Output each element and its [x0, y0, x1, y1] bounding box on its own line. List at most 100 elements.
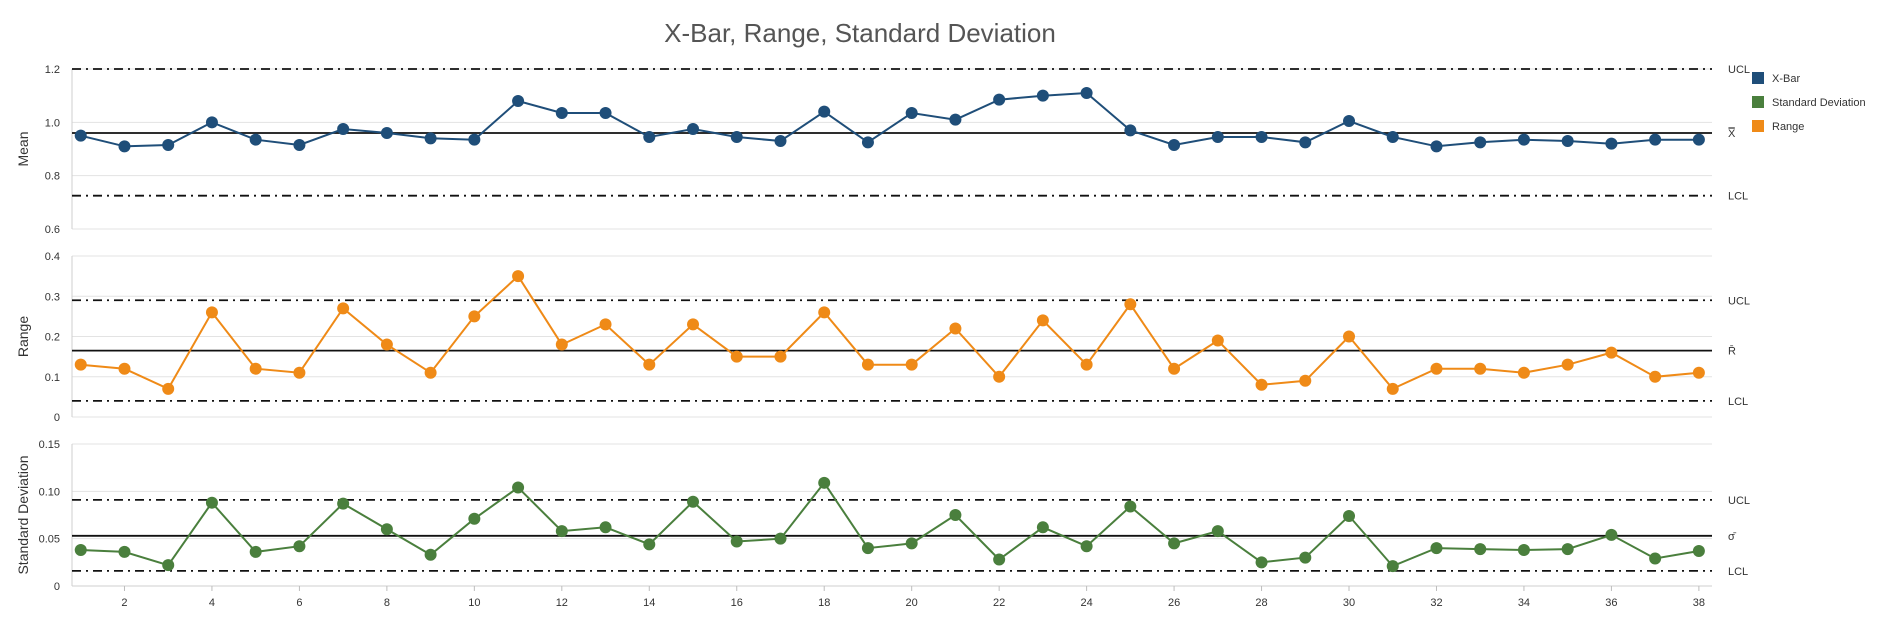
x-tick-label: 38 [1693, 597, 1705, 609]
mean-data-point [1080, 87, 1093, 99]
standard-deviation-data-point [1036, 521, 1049, 534]
mean-data-point [1692, 133, 1705, 146]
range-y-tick-label: 0.1 [45, 372, 60, 384]
mean-data-point [1517, 133, 1530, 146]
legend-swatch-xbar [1752, 72, 1764, 84]
standard-deviation-data-point [1692, 544, 1705, 557]
standard-deviation-data-point [555, 525, 568, 538]
mean-data-point [380, 127, 393, 139]
range-series-line [80, 274, 1699, 391]
legend-label-range: Range [1772, 121, 1804, 133]
chart-title: X-Bar, Range, Standard Deviation [664, 18, 1056, 48]
mean-data-point [337, 123, 350, 135]
x-tick-label: 22 [993, 597, 1005, 609]
standard-deviation-data-point [1605, 528, 1618, 541]
x-tick-label: 16 [731, 597, 743, 609]
mean-data-point [205, 116, 218, 129]
range-data-point [293, 366, 306, 379]
range-data-point [1517, 366, 1530, 379]
standard-deviation-data-point [1080, 540, 1093, 553]
standard-deviation-data-point [293, 540, 306, 553]
standard-deviation-data-point [74, 544, 87, 557]
standard-deviation-data-point [818, 476, 831, 489]
standard-deviation-data-point [1211, 525, 1224, 538]
mean-data-point [687, 123, 700, 135]
range-data-point [949, 322, 962, 335]
standard-deviation-data-point [949, 509, 962, 521]
standard-deviation-data-point [687, 495, 700, 508]
standard-deviation-data-point [643, 538, 656, 551]
mean-y-tick-label: 0.8 [45, 171, 60, 183]
standard-deviation-y-tick-label: 0.10 [39, 486, 60, 498]
mean-data-point [424, 132, 437, 145]
range-data-point [1211, 334, 1224, 347]
range-data-point [512, 270, 525, 283]
standard-deviation-data-point [599, 521, 612, 534]
mean-data-point [162, 139, 175, 151]
mean-y-tick-label: 1.2 [45, 64, 60, 76]
range-data-point [162, 382, 175, 395]
x-tick-label: 32 [1430, 597, 1442, 609]
mean-data-point [1168, 139, 1181, 151]
legend-swatch-standard-deviation [1752, 96, 1764, 108]
range-data-point [1561, 358, 1574, 371]
standard-deviation-data-point [162, 559, 175, 572]
mean-data-point [1386, 131, 1399, 143]
standard-deviation-data-point [1386, 560, 1399, 573]
mean-data-point [949, 113, 962, 126]
legend-label-standard-deviation: Standard Deviation [1772, 97, 1866, 109]
x-tick-label: 10 [468, 597, 480, 609]
range-data-point [249, 362, 262, 375]
mean-data-point [1430, 140, 1443, 153]
standard-deviation-y-tick-label: 0 [54, 581, 60, 593]
standard-deviation-y-tick-label: 0.15 [39, 439, 60, 451]
standard-deviation-data-point [468, 512, 481, 525]
range-data-point [74, 358, 87, 371]
mean-data-point [861, 136, 874, 149]
x-tick-label: 28 [1255, 597, 1267, 609]
x-tick-label: 20 [906, 597, 918, 609]
range-y-tick-label: 0 [54, 412, 60, 424]
range-data-point [1124, 298, 1137, 311]
standard-deviation-data-point [1430, 542, 1443, 555]
standard-deviation-y-axis-title: Standard Deviation [15, 455, 31, 574]
range-data-point [1255, 378, 1268, 391]
mean-data-point [1474, 136, 1487, 149]
standard-deviation-data-point [424, 548, 437, 561]
standard-deviation-data-point [1343, 509, 1356, 522]
range-data-point [1386, 382, 1399, 395]
x-tick-label: 4 [209, 597, 215, 609]
range-data-point [643, 358, 656, 371]
range-lcl-label: LCL [1728, 396, 1748, 408]
legend-swatch-range [1752, 120, 1764, 132]
standard-deviation-data-point [861, 542, 874, 555]
range-y-tick-label: 0.2 [45, 332, 60, 344]
range-data-point [1692, 366, 1705, 379]
range-data-point [993, 370, 1006, 383]
mean-data-point [905, 107, 918, 119]
mean-data-point [1124, 124, 1137, 137]
mean-data-point [1561, 135, 1574, 147]
range-data-point [1080, 358, 1093, 371]
x-tick-label: 30 [1343, 597, 1355, 609]
mean-data-point [249, 133, 262, 146]
range-data-point [380, 338, 393, 351]
range-y-axis-title: Range [15, 316, 31, 357]
range-data-point [1343, 330, 1356, 343]
standard-deviation-series-line [80, 481, 1700, 568]
standard-deviation-data-point [512, 481, 525, 494]
standard-deviation-data-point [1168, 537, 1181, 550]
standard-deviation-data-point [380, 523, 393, 536]
range-data-point [424, 366, 437, 379]
range-y-tick-label: 0.3 [45, 291, 60, 303]
mean-data-point [118, 140, 131, 153]
standard-deviation-data-point [1561, 543, 1574, 556]
mean-data-point [74, 129, 87, 142]
mean-y-tick-label: 0.6 [45, 224, 60, 236]
mean-data-point [555, 107, 568, 119]
x-tick-label: 8 [384, 597, 390, 609]
mean-data-point [993, 93, 1006, 106]
range-data-point [468, 310, 481, 323]
x-tick-label: 26 [1168, 597, 1180, 609]
range-data-point [1430, 362, 1443, 375]
